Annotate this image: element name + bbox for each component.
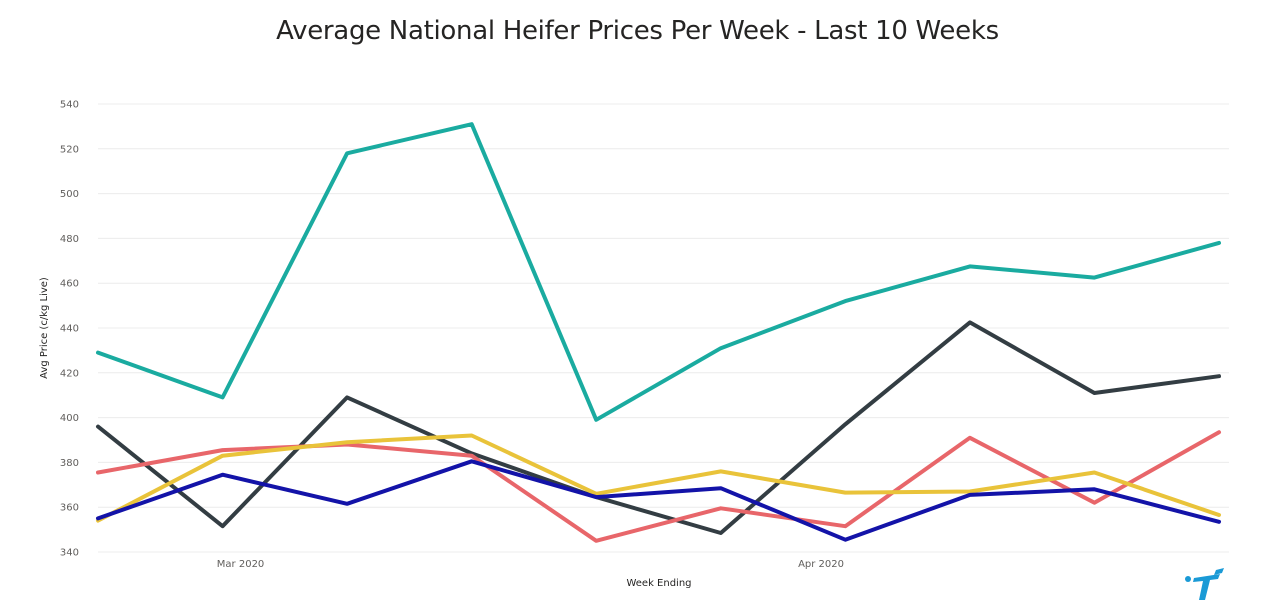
x-tick-label: Mar 2020	[217, 559, 265, 570]
x-axis-ticks: Mar 2020 Apr 2020	[217, 559, 844, 570]
y-tick-label: 500	[60, 189, 79, 200]
chart-title: Average National Heifer Prices Per Week …	[276, 16, 999, 46]
y-tick-label: 520	[60, 144, 79, 155]
series-lines	[96, 122, 1221, 543]
y-tick-label: 340	[60, 548, 79, 559]
logo-accent	[1214, 568, 1224, 575]
y-tick-label: 400	[60, 413, 79, 424]
y-axis-title: Avg Price (c/kg Live)	[39, 277, 50, 379]
series-line-4[interactable]	[96, 433, 1221, 523]
brand-logo	[1185, 568, 1224, 600]
y-tick-label: 420	[60, 368, 79, 379]
series-line-2[interactable]	[96, 320, 1221, 535]
y-tick-label: 480	[60, 234, 79, 245]
x-tick-label: Apr 2020	[798, 559, 844, 570]
x-axis-title: Week Ending	[626, 578, 691, 589]
series-line-5[interactable]	[96, 459, 1221, 542]
y-tick-label: 460	[60, 279, 79, 290]
series-line-1[interactable]	[96, 122, 1221, 422]
y-axis-ticks: 540 520 500 480 460 440 420 400 380 360 340	[60, 100, 79, 559]
y-tick-label: 380	[60, 458, 79, 469]
y-tick-label: 360	[60, 503, 79, 514]
y-tick-label: 440	[60, 324, 79, 335]
logo-dot	[1185, 576, 1191, 582]
logo-mark	[1193, 574, 1220, 600]
y-tick-label: 540	[60, 100, 79, 111]
